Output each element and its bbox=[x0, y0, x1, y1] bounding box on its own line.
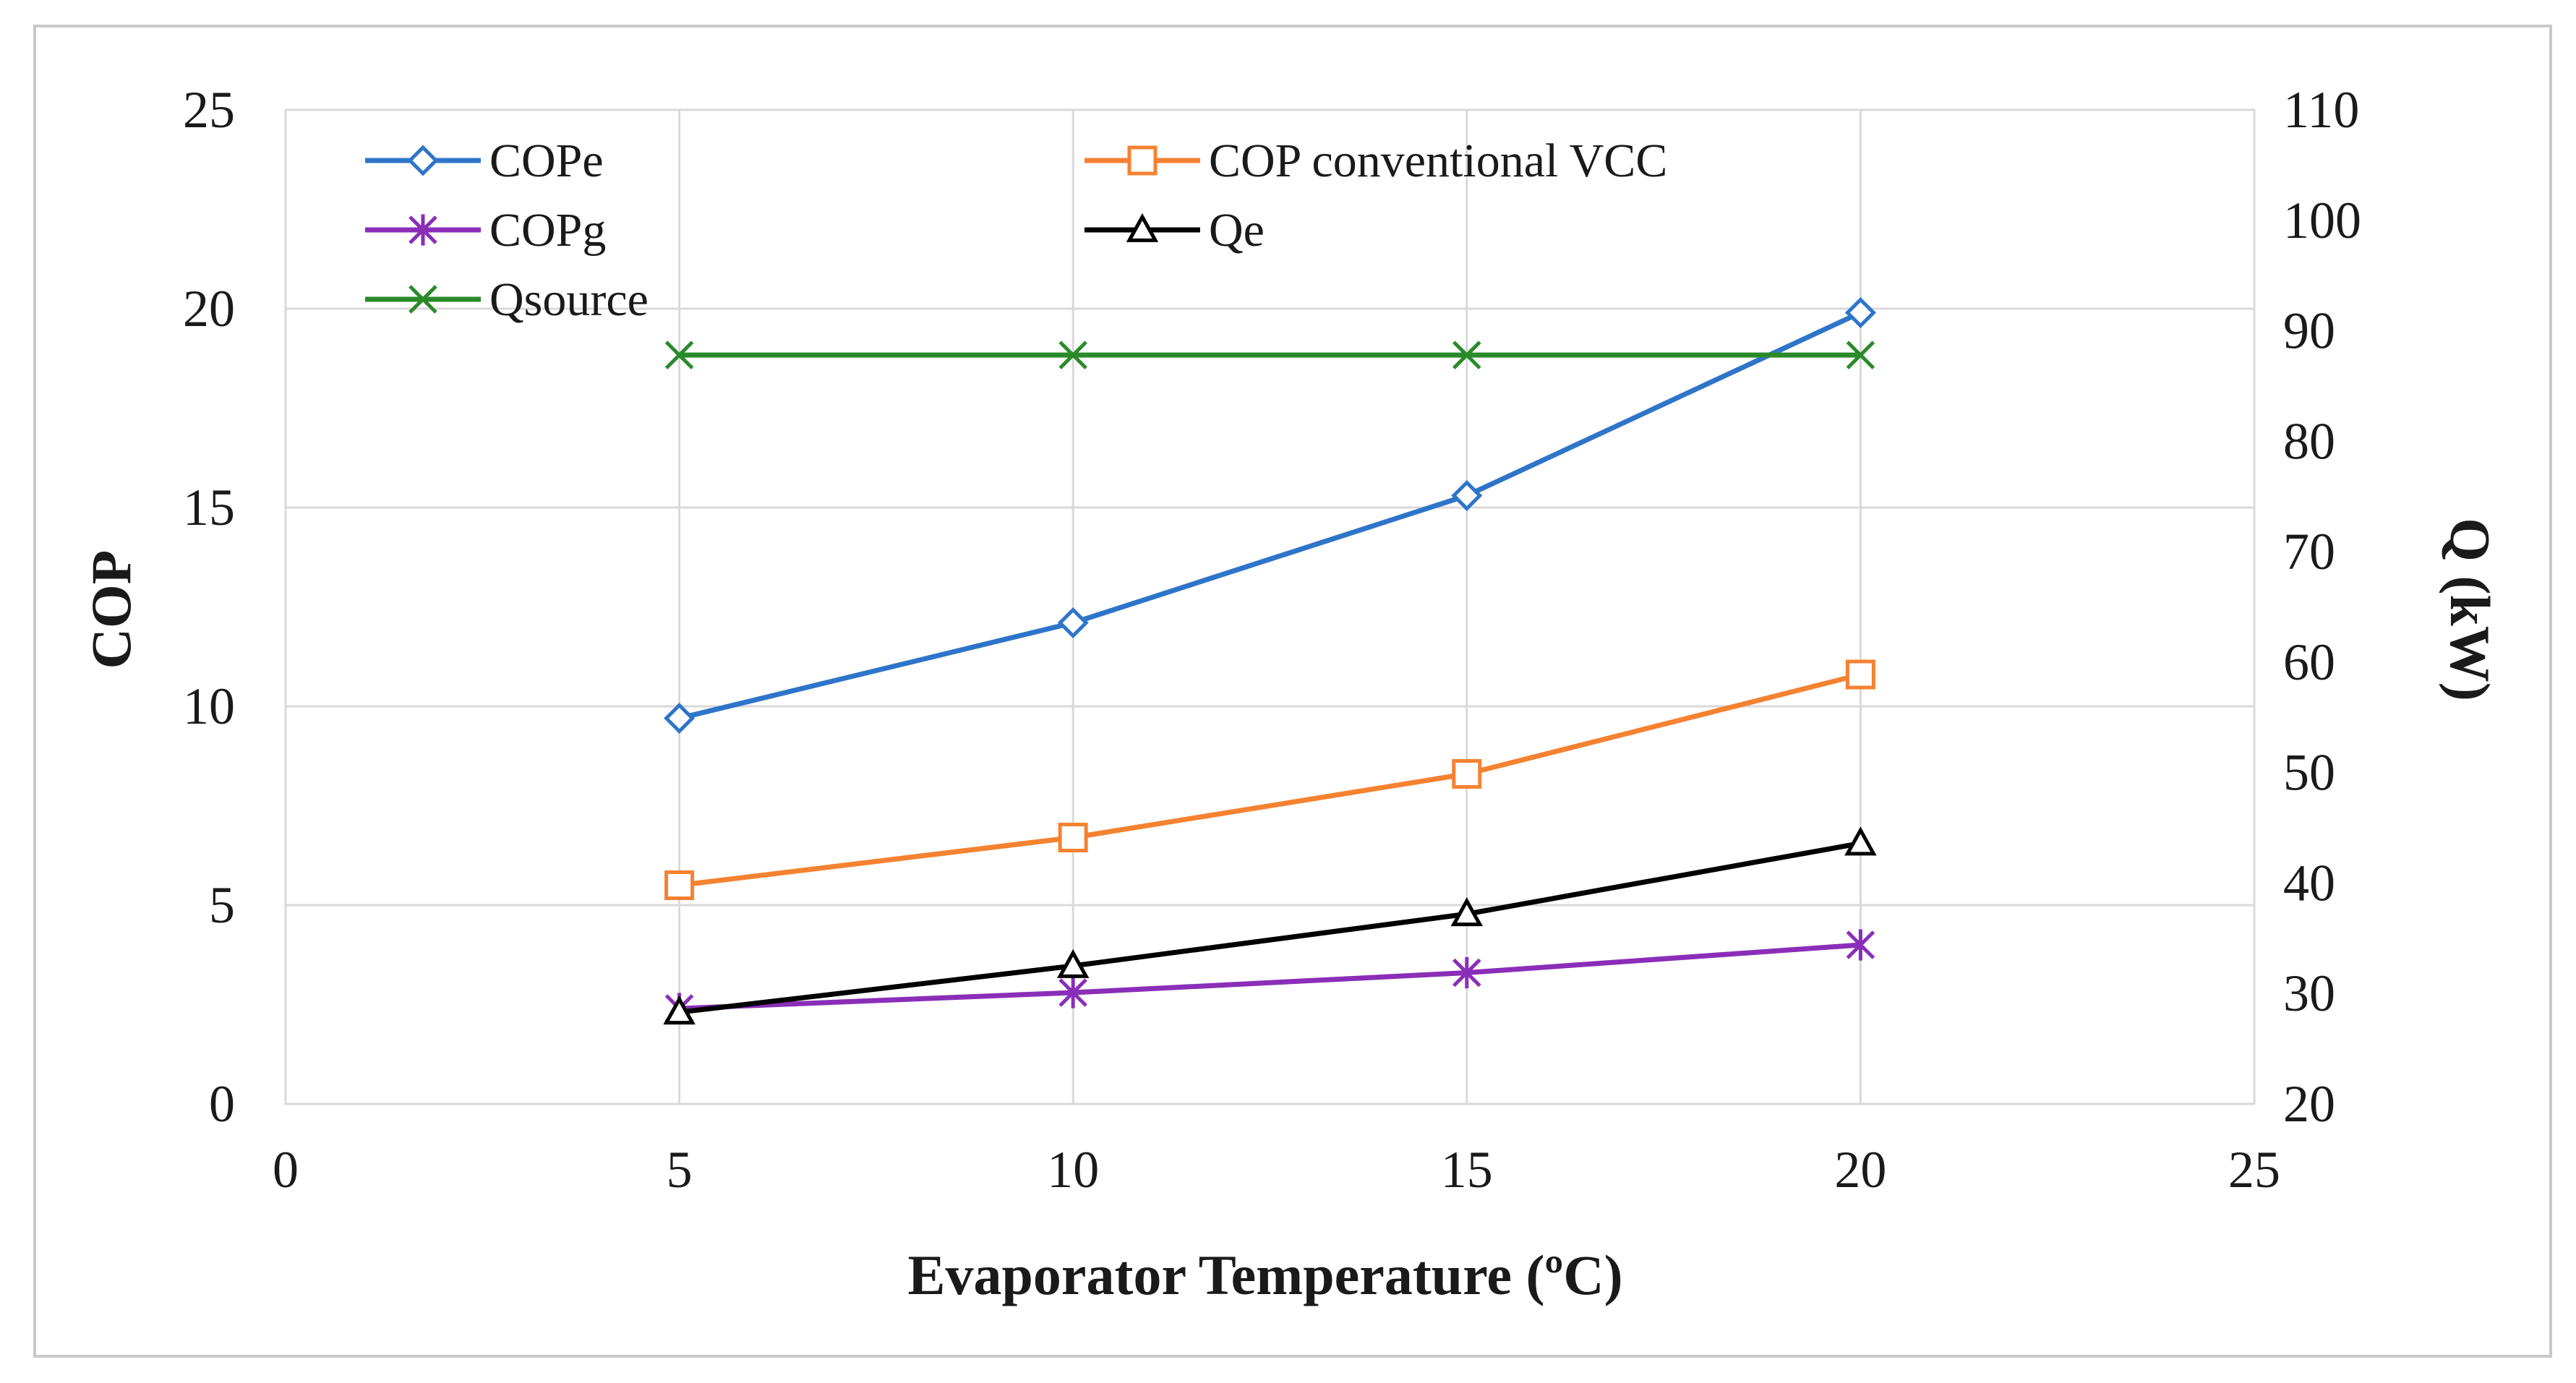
asterisk-marker bbox=[1452, 956, 1481, 989]
triangle-marker bbox=[1450, 897, 1484, 927]
y2-tick-label: 80 bbox=[2283, 412, 2335, 470]
square-marker bbox=[1452, 759, 1482, 789]
x-marker-stroke bbox=[1058, 341, 1087, 369]
triangle-marker bbox=[663, 995, 696, 1025]
legend-label: COP conventional VCC bbox=[1209, 134, 1667, 187]
y2-tick-label: 60 bbox=[2283, 633, 2335, 691]
x-tick-label: 5 bbox=[667, 1141, 693, 1199]
x-marker-stroke bbox=[1846, 341, 1875, 369]
legend-label: Qe bbox=[1209, 204, 1265, 257]
series-cope bbox=[664, 296, 1876, 735]
y2-tick-label: 40 bbox=[2283, 854, 2335, 912]
y2-tick-label: 110 bbox=[2283, 81, 2359, 139]
y-tick-label: 20 bbox=[183, 280, 235, 338]
asterisk-marker bbox=[408, 214, 437, 246]
y2-tick-label: 70 bbox=[2283, 523, 2335, 581]
triangle-marker bbox=[1844, 826, 1877, 856]
x-marker bbox=[664, 341, 694, 369]
x-tick-label: 10 bbox=[1047, 1141, 1099, 1199]
x-marker bbox=[1452, 341, 1481, 369]
diamond-marker bbox=[1844, 296, 1876, 329]
y-axis-title: COP bbox=[80, 550, 142, 669]
legend-item-cop-conventional-vcc: COP conventional VCC bbox=[1084, 134, 1667, 187]
y-tick-label: 5 bbox=[209, 876, 235, 934]
x-marker-stroke bbox=[1452, 341, 1481, 369]
legend-item-qsource: Qsource bbox=[365, 273, 649, 326]
y2-tick-label: 20 bbox=[2283, 1075, 2335, 1133]
series bbox=[663, 296, 1877, 1025]
series-line-copg bbox=[679, 942, 1861, 1011]
series-cop-conventional-vcc bbox=[664, 659, 1875, 900]
series-qsource bbox=[664, 341, 1875, 369]
y2-tick-label: 90 bbox=[2283, 302, 2335, 360]
series-line-qe bbox=[679, 840, 1862, 1015]
grid bbox=[284, 108, 2256, 1105]
square-marker bbox=[1127, 145, 1158, 176]
series-line-cop-conventional-vcc bbox=[679, 672, 1862, 888]
triangle-marker bbox=[1056, 949, 1090, 978]
legend: COPe COP conventional VCC COPg Qe Qsource bbox=[365, 134, 1667, 326]
x-tick-label: 15 bbox=[1441, 1141, 1493, 1199]
square-marker bbox=[1058, 823, 1088, 852]
square-marker bbox=[1845, 659, 1875, 690]
series-line-cope bbox=[678, 310, 1862, 721]
legend-item-copg: COPg bbox=[365, 204, 606, 257]
x-tick-label: 20 bbox=[1834, 1141, 1886, 1199]
x-marker bbox=[1058, 341, 1087, 369]
asterisk-marker bbox=[1846, 929, 1875, 961]
x-marker-stroke bbox=[664, 341, 694, 369]
legend-label: COPe bbox=[489, 134, 604, 187]
y-tick-label: 25 bbox=[183, 81, 235, 139]
x-tick-label: 25 bbox=[2228, 1141, 2280, 1199]
x-tick-label: 0 bbox=[273, 1141, 299, 1199]
diamond-marker bbox=[1451, 479, 1483, 512]
legend-item-qe: Qe bbox=[1084, 204, 1265, 257]
legend-item-cope: COPe bbox=[365, 134, 604, 187]
x-marker bbox=[408, 285, 437, 314]
y2-tick-label: 50 bbox=[2283, 744, 2335, 802]
diamond-marker bbox=[1057, 607, 1089, 639]
x-marker-stroke bbox=[408, 285, 437, 314]
y2-tick-label: 100 bbox=[2283, 192, 2361, 249]
diamond-marker bbox=[407, 145, 439, 176]
diamond-marker bbox=[664, 702, 696, 735]
triangle-marker bbox=[1126, 213, 1159, 242]
legend-label: Qsource bbox=[489, 273, 649, 326]
series-qe bbox=[663, 826, 1877, 1025]
chart-frame bbox=[33, 25, 2552, 1358]
x-axis-title: Evaporator Temperature (ºC) bbox=[907, 1243, 1622, 1306]
y2-axis-title: Q (kW) bbox=[2439, 518, 2502, 701]
y-tick-label: 0 bbox=[209, 1075, 235, 1133]
x-marker bbox=[1846, 341, 1875, 369]
y-tick-label: 15 bbox=[183, 479, 235, 536]
asterisk-marker bbox=[1058, 977, 1087, 1009]
y-tick-label: 10 bbox=[183, 677, 235, 735]
y2-tick-label: 30 bbox=[2283, 964, 2335, 1022]
square-marker bbox=[664, 870, 695, 900]
legend-label: COPg bbox=[489, 204, 606, 257]
